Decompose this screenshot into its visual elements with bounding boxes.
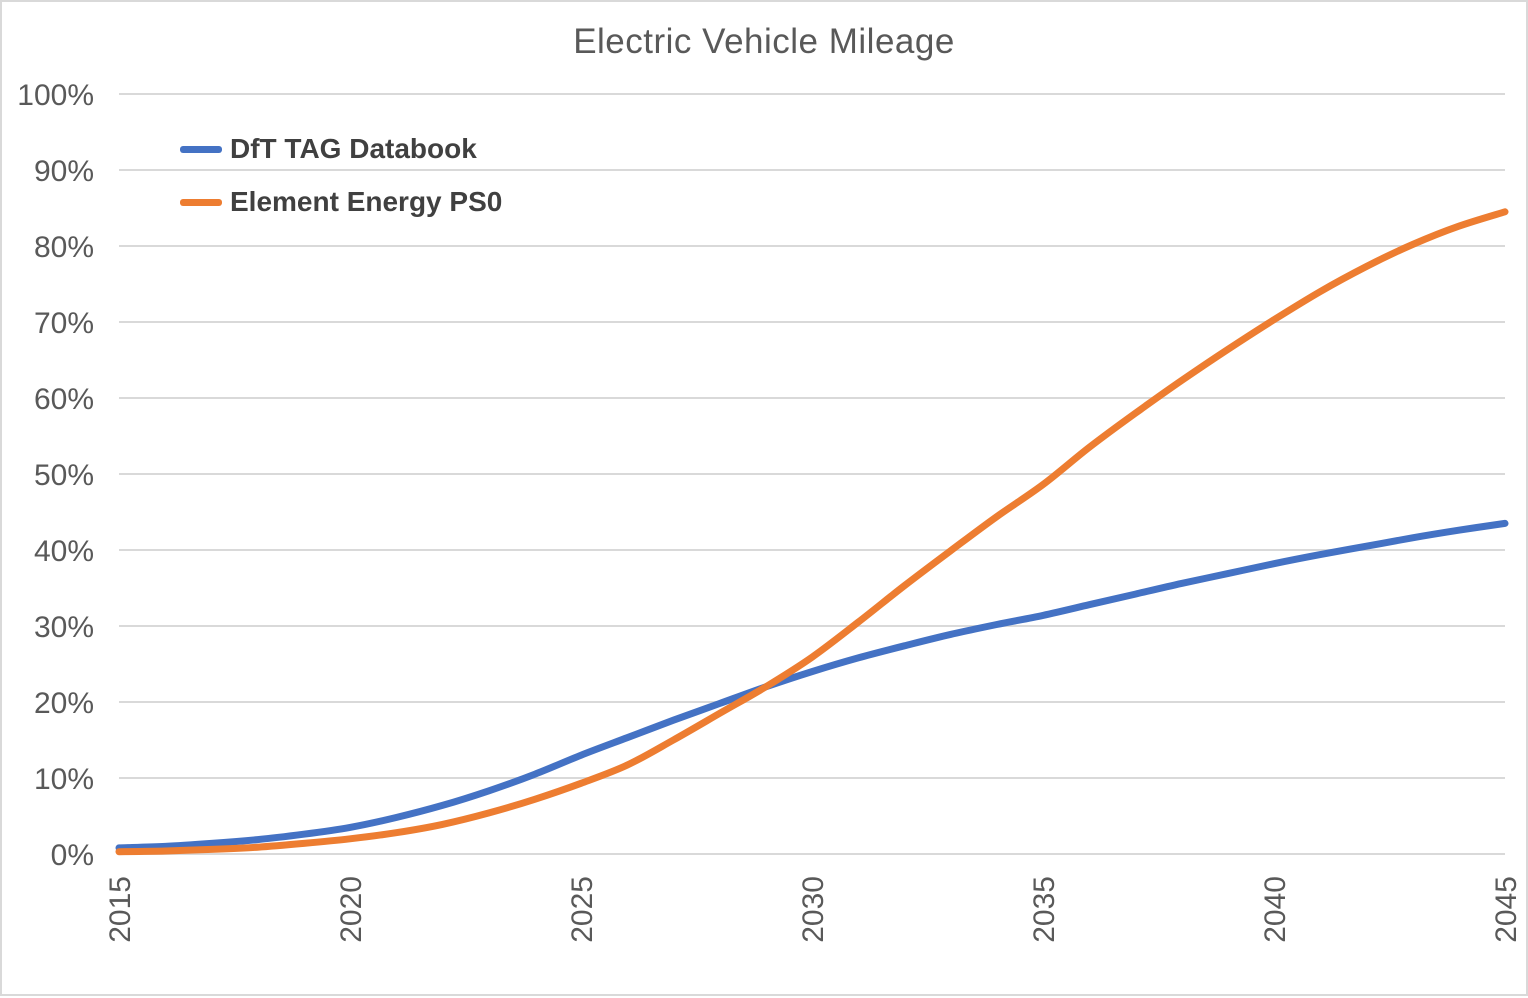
x-axis-tick-label: 2045	[1490, 876, 1523, 943]
y-axis-tick-label: 80%	[34, 231, 94, 264]
y-axis-tick-label: 20%	[34, 687, 94, 720]
legend-label: DfT TAG Databook	[230, 133, 477, 164]
legend-item: Element Energy PS0	[180, 186, 503, 217]
y-axis-tick-label: 50%	[34, 459, 94, 492]
legend-item: DfT TAG Databook	[180, 133, 502, 164]
y-axis-tick-label: 10%	[34, 763, 94, 796]
series-line-element-energy-ps0	[115, 208, 1509, 856]
series-line-dft-tag-databook	[115, 519, 1509, 852]
y-axis-tick-label: 60%	[34, 383, 94, 416]
x-axis-tick-label: 2020	[335, 876, 368, 943]
y-axis-tick-label: 90%	[34, 155, 94, 188]
chart-title: Electric Vehicle Mileage	[573, 22, 955, 61]
y-axis-tick-label: 30%	[34, 611, 94, 644]
legend: DfT TAG Databook Element Energy PS0	[180, 133, 503, 240]
x-axis-tick-label: 2035	[1028, 876, 1061, 943]
legend-line-swatch	[180, 198, 222, 206]
y-axis-tick-label: 40%	[34, 535, 94, 568]
legend-line-swatch	[180, 145, 222, 153]
y-axis-tick-label: 70%	[34, 307, 94, 340]
x-axis-tick-label: 2025	[566, 876, 599, 943]
x-axis-tick-label: 2015	[104, 876, 137, 943]
y-axis-tick-label: 0%	[51, 839, 94, 872]
legend-label: Element Energy PS0	[230, 186, 503, 217]
y-axis-tick-label: 100%	[17, 79, 94, 112]
x-axis-tick-label: 2040	[1259, 876, 1292, 943]
x-axis-tick-label: 2030	[797, 876, 830, 943]
